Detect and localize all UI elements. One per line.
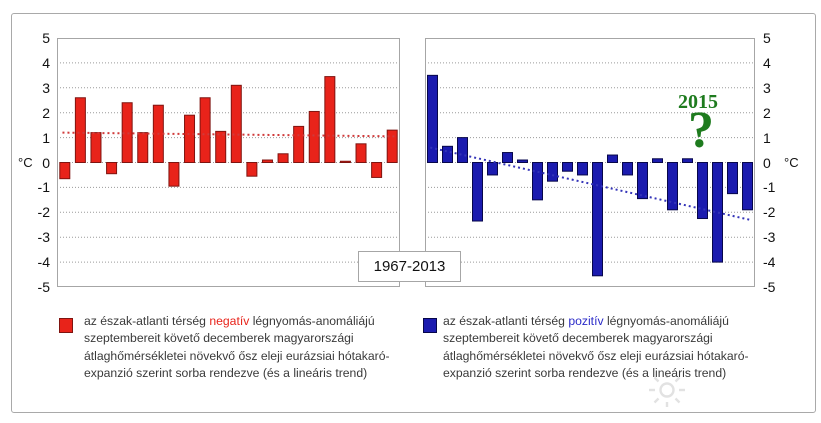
bar (592, 162, 603, 277)
period-label: 1967-2013 (373, 258, 446, 275)
annotation-question-mark: ? (688, 102, 714, 159)
y-axis-tick-label: 2 (763, 104, 771, 121)
bar (742, 162, 753, 211)
bar (386, 129, 398, 163)
bar (308, 110, 320, 163)
y-axis-tick-label: -4 (37, 254, 50, 271)
legend-negative-keyword: negatív (209, 314, 250, 328)
y-axis-tick-label: 3 (42, 79, 50, 96)
y-axis-tick-label: -3 (37, 229, 50, 246)
legend-positive-text: az észak-atlanti térség pozitív légnyomá… (443, 313, 765, 383)
legend-positive-post: légnyomás-anomáliájú szeptembereit követ… (443, 314, 749, 381)
bar (532, 162, 543, 201)
bar (277, 153, 289, 164)
bar (355, 143, 367, 163)
bar (607, 154, 618, 163)
legend-negative-post: légnyomás-anomáliájú szeptembereit követ… (84, 314, 390, 381)
y-axis-tick-label: 4 (763, 54, 771, 71)
legend-negative-text: az észak-atlanti térség negatív légnyomá… (84, 313, 406, 383)
bar (502, 152, 513, 164)
bar (442, 145, 453, 164)
bar (562, 162, 573, 172)
figure-frame (11, 13, 816, 413)
plot-border (57, 38, 400, 287)
negative-nao-bar-chart (57, 38, 400, 287)
bar (727, 162, 738, 195)
bar (371, 162, 383, 178)
y-axis-tick-label: 5 (42, 30, 50, 46)
legend-positive-pre: az észak-atlanti térség (443, 314, 569, 328)
y-axis-tick-label: -5 (763, 279, 776, 295)
annotation-2015: 2015 (678, 91, 718, 113)
y-axis-tick-label: -1 (37, 179, 50, 196)
bar (168, 162, 180, 187)
y-axis-tick-label: 4 (42, 54, 50, 71)
y-axis-tick-label: 2 (42, 104, 50, 121)
y-axis-tick-label: 1 (42, 129, 50, 146)
bar (121, 102, 133, 163)
sun-watermark-icon (649, 373, 685, 407)
bar (712, 162, 723, 263)
y-axis-tick-label: 0 (763, 154, 771, 171)
legend-positive-keyword: pozitív (568, 314, 604, 328)
bar (230, 84, 242, 164)
bar (184, 114, 196, 164)
bar (682, 158, 693, 163)
bar (137, 132, 149, 164)
y-axis-tick-label: -1 (763, 179, 776, 196)
bar (547, 162, 558, 182)
legend-swatch-negative (59, 318, 73, 333)
bar (339, 160, 351, 163)
y-axis-tick-label: -2 (37, 204, 50, 221)
y-axis-tick-label: -2 (763, 204, 776, 221)
legend-negative-pre: az észak-atlanti térség (84, 314, 210, 328)
bar (637, 162, 648, 200)
bar (457, 137, 468, 163)
bar (427, 74, 438, 163)
bar (487, 162, 498, 176)
y-axis-tick-label: -3 (763, 229, 776, 246)
trend-line (62, 131, 395, 138)
right-y-axis-unit: °C (784, 155, 799, 170)
bar (215, 130, 227, 163)
bar (577, 162, 588, 176)
bar (472, 162, 483, 222)
bar (261, 159, 273, 164)
bar (652, 158, 663, 163)
legend-swatch-positive (423, 318, 437, 333)
y-axis-tick-label: -4 (763, 254, 776, 271)
bar (74, 97, 86, 163)
bar (324, 76, 336, 163)
bar (697, 162, 708, 220)
bar (622, 162, 633, 176)
bar (59, 162, 71, 180)
y-axis-tick-label: 3 (763, 79, 771, 96)
bar (293, 125, 305, 163)
y-axis-tick-label: -5 (37, 279, 50, 295)
bar (246, 162, 258, 177)
bar (517, 159, 528, 164)
y-axis-tick-label: 1 (763, 129, 771, 146)
bar (667, 162, 678, 211)
left-y-axis-unit: °C (18, 155, 33, 170)
period-label-box: 1967-2013 (358, 251, 461, 282)
bar (199, 97, 211, 163)
y-axis-tick-label: 5 (763, 30, 771, 46)
bar (106, 162, 118, 175)
plot-border (425, 38, 755, 287)
y-axis-tick-label: 0 (42, 154, 50, 171)
bar (90, 132, 102, 164)
positive-nao-bar-chart (425, 38, 755, 287)
